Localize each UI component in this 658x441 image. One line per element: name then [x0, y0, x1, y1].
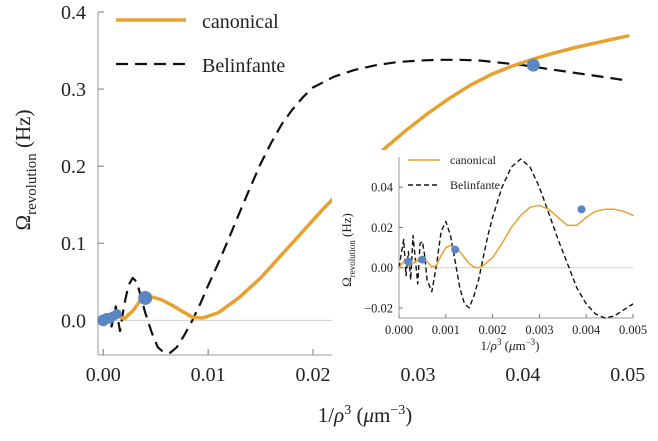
- inset-y-label-omega: Ω: [339, 277, 354, 287]
- inset-series: [398, 158, 634, 319]
- x-label-post: ): [405, 403, 412, 427]
- y-label-sub: revolution: [24, 153, 40, 215]
- i-x-tick-label: 0.005: [619, 323, 647, 337]
- main-y-ticks: 0.0 0.1 0.2 0.3 0.4: [61, 2, 104, 332]
- main-y-axis-label: Ωrevolution (Hz): [11, 110, 40, 231]
- i-x-tick-label: 0.000: [385, 323, 413, 337]
- i-y-tick-label: −0.02: [364, 301, 393, 315]
- m-data-point: [111, 309, 122, 320]
- inset-x-label-mid: (: [501, 338, 509, 353]
- main-points: [97, 58, 540, 327]
- inset-legend-label-canonical: canonical: [450, 153, 497, 167]
- inset-y-ticks: −0.02 0.00 0.02 0.04: [364, 181, 403, 315]
- m-x-tick-label: 0.02: [296, 364, 331, 386]
- x-label-sup: 3: [344, 403, 351, 418]
- inset-points: [404, 205, 586, 266]
- m-x-tick-label: 0.04: [505, 364, 540, 386]
- i-series-line-belinfante: [398, 158, 634, 319]
- inset-background: [332, 150, 648, 360]
- inset-legend: canonical Belinfante: [408, 153, 500, 192]
- i-x-tick-label: 0.003: [525, 323, 553, 337]
- m-data-point: [526, 58, 540, 72]
- y-label-unit: (Hz): [11, 110, 35, 154]
- m-x-tick-label: 0.03: [400, 364, 435, 386]
- m-data-point: [138, 290, 153, 305]
- m-y-tick-label: 0.3: [61, 79, 86, 101]
- x-label-exp: −3: [390, 403, 405, 418]
- main-legend: canonical Belinfante: [116, 11, 285, 77]
- m-y-tick-label: 0.1: [61, 233, 86, 255]
- main-chart: 0.00 0.01 0.02 0.03 0.04 0.05 0.0 0.1 0.2 0.3 0.4…: [11, 2, 645, 427]
- x-label-unit: m: [374, 403, 390, 427]
- inset-x-label-sup: 3: [497, 337, 502, 347]
- inset-x-axis-label: 1/ρ3 (μm−3): [480, 337, 539, 353]
- x-label-pre: 1/: [318, 403, 335, 427]
- m-y-tick-label: 0.4: [61, 2, 86, 24]
- m-y-tick-label: 0.2: [61, 156, 86, 178]
- inset-x-label-post: ): [535, 338, 539, 353]
- i-y-tick-label: 0.00: [371, 261, 393, 275]
- inset-chart: 0.000 0.001 0.002 0.003 0.004 0.005 −0.020.00…: [332, 150, 648, 360]
- i-y-tick-label: 0.02: [371, 221, 393, 235]
- i-data-point: [418, 255, 427, 264]
- m-x-tick-label: 0.00: [86, 364, 121, 386]
- inset-x-label-unit: m: [515, 338, 525, 353]
- main-x-ticks: 0.00 0.01 0.02 0.03 0.04 0.05: [86, 349, 645, 386]
- i-data-point: [404, 257, 413, 266]
- inset-y-label-sub: revolution: [347, 240, 357, 277]
- inset-y-axis-label: Ωrevolution (Hz): [339, 213, 357, 287]
- m-x-tick-label: 0.05: [610, 364, 645, 386]
- m-y-tick-label: 0.0: [61, 310, 86, 332]
- i-x-tick-label: 0.001: [432, 323, 460, 337]
- inset-x-label-exp: −3: [526, 337, 536, 347]
- i-series-line-canonical: [398, 204, 634, 269]
- inset-legend-label-belinfante: Belinfante: [450, 178, 500, 192]
- i-y-tick-label: 0.04: [371, 181, 394, 195]
- inset-x-ticks: 0.000 0.001 0.002 0.003 0.004 0.005: [385, 314, 647, 337]
- x-label-mid: (: [351, 403, 363, 427]
- y-label-omega: Ω: [11, 215, 35, 231]
- legend-label-belinfante: Belinfante: [202, 55, 285, 77]
- main-x-axis-label: 1/ρ3 (μm−3): [318, 403, 412, 427]
- i-x-tick-label: 0.002: [479, 323, 507, 337]
- inset-x-label-mu: μ: [508, 338, 516, 353]
- x-label-rho: ρ: [333, 403, 344, 427]
- legend-label-canonical: canonical: [202, 11, 279, 33]
- i-data-point: [577, 205, 586, 214]
- inset-x-label-pre: 1/: [480, 338, 491, 353]
- inset-x-label-rho: ρ: [490, 338, 497, 353]
- inset-y-label-unit: (Hz): [339, 213, 354, 240]
- x-label-mu: μ: [362, 403, 374, 427]
- i-data-point: [451, 245, 460, 254]
- m-series-line-belinfante: [102, 58, 628, 354]
- m-x-tick-label: 0.01: [191, 364, 226, 386]
- i-x-tick-label: 0.004: [572, 323, 601, 337]
